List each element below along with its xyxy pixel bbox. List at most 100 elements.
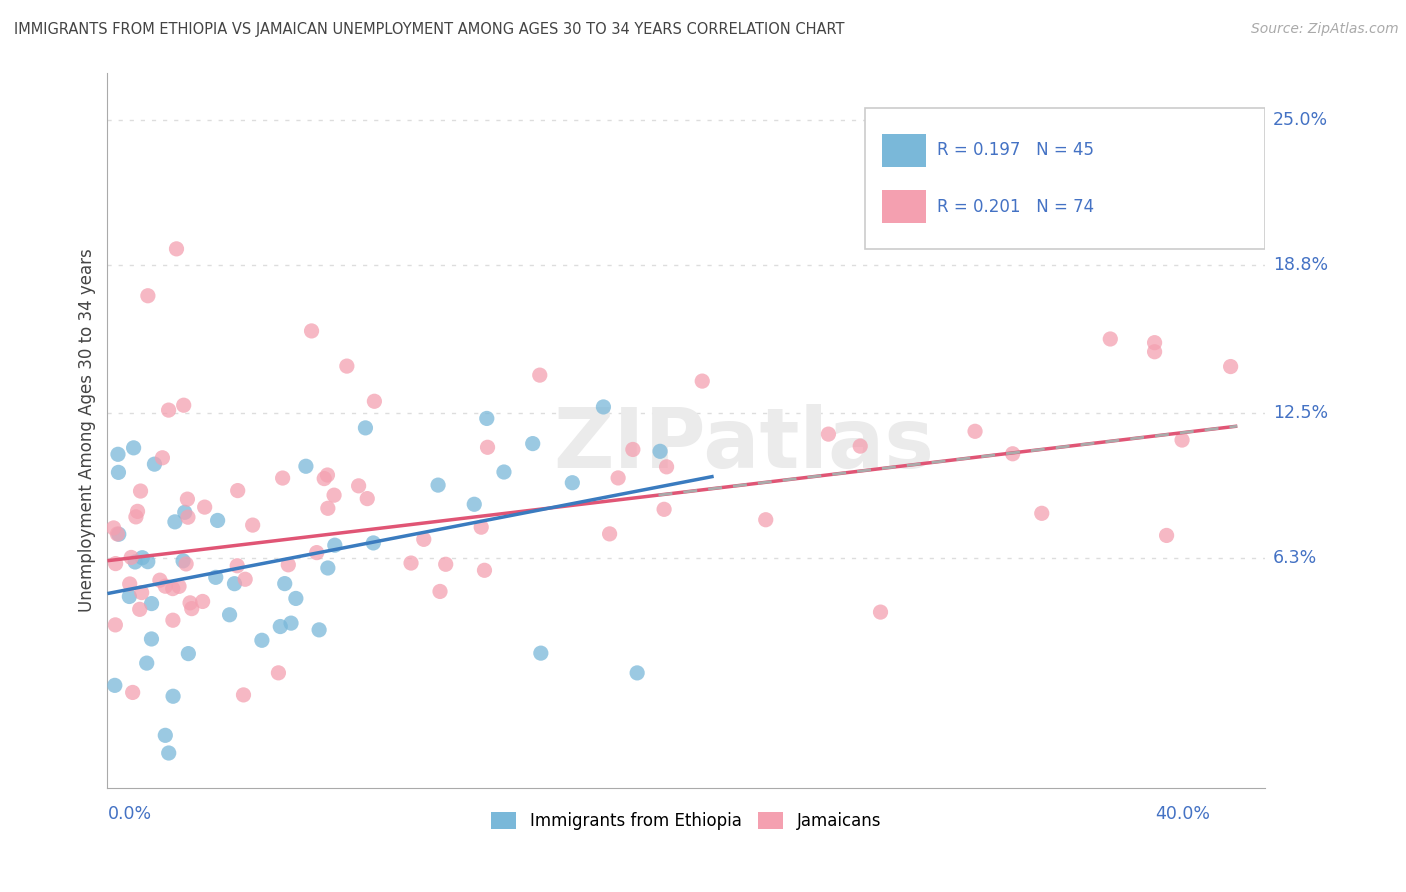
Text: 6.3%: 6.3% xyxy=(1272,549,1317,567)
Point xyxy=(232,688,254,702)
Point xyxy=(530,646,553,660)
Point xyxy=(224,576,246,591)
Point xyxy=(755,513,778,527)
Text: ZIPatlas: ZIPatlas xyxy=(554,404,935,485)
Point xyxy=(849,439,872,453)
Point xyxy=(103,521,125,535)
Point xyxy=(323,488,346,502)
Point xyxy=(963,425,986,439)
Point xyxy=(141,632,163,646)
Point xyxy=(120,550,142,565)
Text: R = 0.197   N = 45: R = 0.197 N = 45 xyxy=(936,141,1094,160)
Bar xyxy=(882,134,927,167)
Point xyxy=(226,558,249,573)
Point xyxy=(652,502,675,516)
Point xyxy=(316,561,339,575)
Point xyxy=(131,585,153,599)
Text: IMMIGRANTS FROM ETHIOPIA VS JAMAICAN UNEMPLOYMENT AMONG AGES 30 TO 34 YEARS CORR: IMMIGRANTS FROM ETHIOPIA VS JAMAICAN UNE… xyxy=(14,22,845,37)
Point xyxy=(176,492,198,507)
Point xyxy=(135,656,157,670)
Point xyxy=(104,618,127,632)
Point xyxy=(129,484,152,499)
Point xyxy=(125,509,148,524)
Point xyxy=(124,555,146,569)
Point xyxy=(316,501,339,516)
Point xyxy=(621,442,644,457)
Point xyxy=(599,527,621,541)
Point xyxy=(690,374,713,388)
Point xyxy=(492,465,515,479)
Point xyxy=(314,472,336,486)
Point xyxy=(561,475,583,490)
Text: 12.5%: 12.5% xyxy=(1272,404,1329,422)
Point xyxy=(204,570,226,584)
Text: 0.0%: 0.0% xyxy=(107,805,152,822)
Point xyxy=(179,596,201,610)
Point xyxy=(173,398,195,412)
Point xyxy=(277,558,299,572)
Point xyxy=(399,556,422,570)
Point xyxy=(1099,332,1122,346)
Bar xyxy=(882,190,927,223)
Point xyxy=(323,538,346,552)
Point xyxy=(522,436,544,450)
Point xyxy=(143,457,166,471)
Point xyxy=(271,471,294,485)
Point xyxy=(141,597,163,611)
Point xyxy=(218,607,240,622)
Point xyxy=(157,403,180,417)
Point xyxy=(127,504,149,518)
Point xyxy=(177,647,200,661)
Point xyxy=(194,500,217,515)
Point xyxy=(284,591,307,606)
Point xyxy=(174,557,197,571)
Point xyxy=(233,572,256,586)
Point xyxy=(167,579,190,593)
Point xyxy=(107,447,129,461)
Point xyxy=(1031,506,1053,520)
Point xyxy=(474,563,496,577)
Point xyxy=(529,368,551,383)
Point xyxy=(1143,335,1166,350)
Point xyxy=(155,579,177,593)
Point xyxy=(1171,433,1194,447)
Text: 18.8%: 18.8% xyxy=(1272,256,1329,274)
Point xyxy=(162,690,184,704)
Point xyxy=(122,441,145,455)
Point xyxy=(207,513,229,527)
Point xyxy=(226,483,249,498)
Point xyxy=(166,242,188,256)
Point xyxy=(121,685,143,699)
Point xyxy=(128,602,150,616)
Point xyxy=(655,459,678,474)
Point xyxy=(107,527,129,541)
Point xyxy=(177,510,200,524)
Point xyxy=(152,450,174,465)
Point xyxy=(347,479,370,493)
Point xyxy=(118,577,141,591)
Point xyxy=(475,411,498,425)
Y-axis label: Unemployment Among Ages 30 to 34 years: Unemployment Among Ages 30 to 34 years xyxy=(79,249,96,613)
Point xyxy=(162,613,184,627)
Point xyxy=(172,554,194,568)
Point xyxy=(155,728,177,742)
Point xyxy=(131,550,153,565)
Point xyxy=(470,520,492,534)
Point xyxy=(118,590,141,604)
Point xyxy=(412,533,434,547)
Point xyxy=(1001,447,1024,461)
Point xyxy=(434,558,457,572)
Point xyxy=(104,678,127,692)
Text: 25.0%: 25.0% xyxy=(1272,111,1329,128)
Point xyxy=(308,623,330,637)
Point xyxy=(157,746,180,760)
Point xyxy=(267,665,290,680)
Point xyxy=(104,557,127,571)
Point xyxy=(136,555,159,569)
Point xyxy=(269,619,291,633)
Point xyxy=(477,440,499,454)
Text: Source: ZipAtlas.com: Source: ZipAtlas.com xyxy=(1251,22,1399,37)
Point xyxy=(626,665,648,680)
Point xyxy=(250,633,273,648)
Point xyxy=(429,584,451,599)
